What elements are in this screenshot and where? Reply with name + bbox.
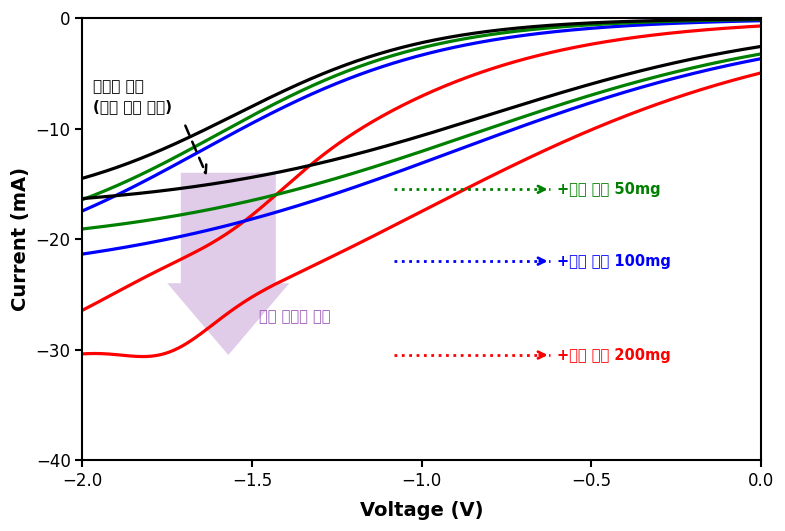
Text: +나노 재료 50mg: +나노 재료 50mg [557, 182, 661, 197]
Text: 고분자 촉매
(나노 재료 없음): 고분자 촉매 (나노 재료 없음) [93, 79, 172, 114]
Y-axis label: Current (mA): Current (mA) [11, 167, 30, 311]
Text: +나노 재료 200mg: +나노 재료 200mg [557, 347, 671, 363]
Text: 촉매 활성의 향상: 촉매 활성의 향상 [259, 309, 330, 324]
Polygon shape [167, 173, 290, 355]
X-axis label: Voltage (V): Voltage (V) [360, 501, 484, 520]
Text: +나노 재료 100mg: +나노 재료 100mg [557, 254, 671, 269]
